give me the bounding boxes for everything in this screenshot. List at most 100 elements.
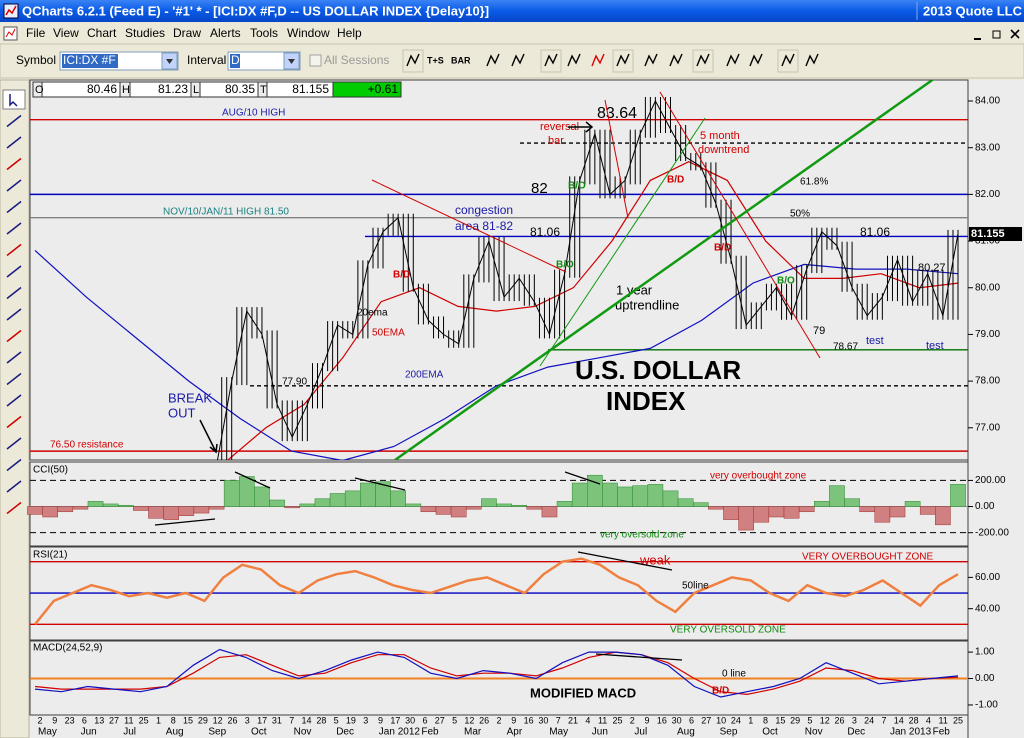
toolbar-glyph [616,53,630,67]
toolbar-glyph [726,53,740,67]
x-day-label: 30 [538,715,548,725]
ts-button[interactable]: T+S [427,55,444,65]
x-month-label: Dec [336,727,354,738]
x-day-label: 12 [820,715,830,725]
x-month-label: Nov [805,727,823,738]
toolbar-icons [402,49,819,73]
menu-item[interactable]: Chart [87,26,117,40]
price-plot [30,97,968,460]
interval-value: D [231,53,240,67]
annotation: 79 [813,325,825,337]
x-day-label: 19 [346,715,356,725]
interval-box[interactable] [227,51,301,71]
cci-bar [405,503,422,507]
uptrend-line [394,80,935,460]
toolbar-button[interactable] [692,49,714,73]
divergence-line [154,518,216,526]
annotation: 82 [531,180,548,197]
toolbar-button[interactable] [540,49,562,73]
menu-item[interactable]: Help [337,26,362,40]
cci-bar [723,506,739,520]
annotation: 78.67 [833,342,858,353]
annotation: MODIFIED MACD [530,685,636,700]
x-month-label: Sep [208,727,226,738]
quote-strip: O 80.46 H 81.23 L 80.35 T 81.155 +0.61 [32,81,402,98]
all-sessions-checkbox[interactable] [309,54,322,67]
x-day-label: 7 [289,715,294,725]
quote-change: +0.61 [368,82,399,96]
app-icon-glyph [5,5,17,16]
menu-item[interactable]: Draw [173,26,201,40]
menu-item[interactable]: Tools [250,26,278,40]
tool-button[interactable] [2,89,26,110]
menu-item[interactable]: Studies [125,26,165,40]
cci-bar [814,501,830,507]
cci-bar [798,506,815,513]
x-day-label: 26 [479,715,489,725]
x-day-label: 11 [939,715,948,725]
menu-item[interactable]: Window [287,26,330,40]
cci-bar [360,482,376,507]
x-day-label: 27 [109,715,119,725]
y-tick-label: 0.00 [975,673,995,684]
toolbar-glyph [644,53,658,67]
x-day-label: 9 [511,715,516,725]
toolbar-glyph [486,53,500,67]
toolbar-button[interactable] [777,49,799,73]
annotation: area 81-82 [455,219,513,233]
cci-bar [87,501,104,507]
x-month-label: Jun [81,727,97,738]
x-day-label: 3 [363,715,368,725]
x-day-label: 27 [435,715,445,725]
toolbar-glyph [567,53,581,67]
bar-button[interactable]: BAR [451,55,471,65]
restore[interactable] [992,30,1001,39]
x-day-label: 6 [689,715,694,725]
x-day-label: 3 [852,715,857,725]
cci-bar [904,501,921,507]
cci-bar [42,506,58,518]
x-day-label: 25 [953,715,963,725]
x-day-label: 24 [731,715,741,725]
cci-bar [148,506,164,519]
toolbar-button[interactable] [612,49,634,73]
tool-glyph [6,179,22,192]
x-month-label: Oct [251,727,267,738]
x-day-label: 13 [94,715,104,725]
x-day-label: 7 [556,715,561,725]
cci-bar [329,493,346,507]
x-day-label: 7 [881,715,886,725]
x-day-label: 4 [926,715,931,725]
cci-bar [571,482,588,507]
annotation: NOV/10/JAN/11 HIGH 81.50 [163,207,289,218]
cci-bar [844,498,860,507]
y-tick-label: -200.00 [975,527,1009,538]
tool-glyph [6,157,22,171]
annotation: weak [639,552,671,567]
last-price-box [969,227,1022,241]
menu-item[interactable]: File [26,26,46,40]
quote-open: 80.46 [87,82,117,96]
menu: File View Chart Studies Draw Alerts Tools Windo… [26,26,362,40]
toolbar-button[interactable] [402,49,424,73]
x-day-label: 15 [775,715,785,725]
doc-icon-glyph [5,28,16,38]
quote-label: O [35,84,44,96]
close[interactable] [1010,29,1020,39]
x-month-label: Jul [634,727,647,738]
cci-bar [27,506,43,515]
x-month-label: Jan 2013 [890,727,932,738]
menu-item[interactable]: View [53,26,79,40]
rsi-line [34,557,959,626]
x-day-label: 9 [645,715,650,725]
cci-bar [889,506,906,518]
x-day-label: 30 [405,715,415,725]
menu-item[interactable]: Alerts [210,26,241,40]
annotation: test [866,335,884,347]
toolbar-glyph [669,53,683,67]
cci-bar [556,501,573,507]
annotation: B/D [393,270,410,281]
toolbar-glyph [696,53,710,67]
cci-bar [647,484,664,507]
cci-bar [314,498,331,507]
